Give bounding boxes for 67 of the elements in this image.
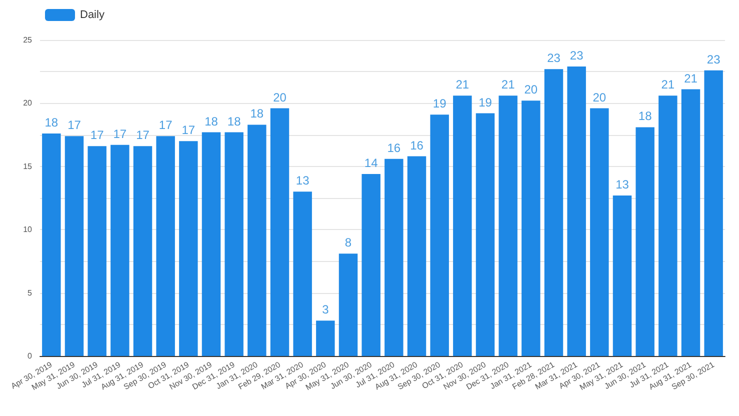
- bar: [202, 132, 221, 356]
- bar: [430, 114, 449, 356]
- data-label: 17: [136, 128, 150, 142]
- bar: [179, 141, 198, 356]
- data-label: 17: [113, 126, 127, 141]
- bar: [544, 69, 564, 356]
- data-label: 13: [296, 174, 310, 188]
- data-label: 17: [158, 118, 173, 132]
- data-label: 14: [364, 156, 378, 170]
- bar: [453, 96, 472, 356]
- bar: [567, 66, 586, 356]
- bar: [658, 96, 678, 356]
- bar: [133, 146, 152, 356]
- data-label: 18: [227, 114, 242, 128]
- y-tick-label: 10: [23, 225, 33, 234]
- data-label: 8: [344, 236, 352, 250]
- bar: [407, 156, 426, 356]
- data-label: 18: [204, 114, 218, 128]
- y-tick-label: 25: [23, 36, 33, 44]
- data-label: 18: [44, 116, 58, 130]
- y-tick-label: 20: [23, 98, 33, 108]
- bar: [88, 146, 106, 356]
- bar: [316, 320, 335, 356]
- bar: [362, 174, 380, 356]
- data-label: 23: [547, 51, 561, 66]
- data-label: 17: [182, 123, 196, 138]
- y-tick-label: 5: [28, 288, 33, 298]
- data-label: 19: [478, 95, 492, 110]
- data-label: 23: [706, 52, 721, 66]
- bar: [498, 96, 518, 356]
- data-label: 19: [432, 96, 447, 111]
- bar: [42, 134, 61, 356]
- bar: [248, 124, 266, 356]
- bar: [270, 108, 290, 356]
- bar: [293, 192, 312, 356]
- bar: [681, 89, 700, 356]
- bar: [110, 144, 130, 356]
- bar: [612, 195, 632, 356]
- legend-label: Daily: [80, 9, 105, 21]
- data-label: 18: [250, 106, 264, 121]
- data-label: 18: [638, 109, 652, 124]
- data-label: 21: [661, 78, 675, 92]
- bar: [476, 113, 495, 356]
- bar: [224, 132, 244, 356]
- bar: [338, 254, 358, 356]
- data-label: 16: [410, 138, 424, 152]
- data-label: 17: [68, 118, 82, 132]
- bar: [64, 136, 84, 356]
- data-label: 21: [684, 71, 698, 86]
- data-label: 20: [273, 90, 287, 104]
- data-label: 13: [616, 177, 630, 192]
- data-label: 20: [592, 90, 606, 104]
- data-label: 17: [90, 128, 104, 142]
- y-tick-label: 15: [23, 162, 33, 171]
- bar: [704, 70, 723, 356]
- data-label: 21: [501, 78, 516, 92]
- data-label: 20: [524, 82, 538, 97]
- bar: [156, 136, 175, 356]
- y-tick-label: 0: [28, 352, 33, 360]
- bar: [384, 158, 404, 356]
- data-label: 23: [570, 48, 584, 63]
- bar: [636, 127, 654, 356]
- data-label: 3: [322, 302, 330, 317]
- bar: [522, 100, 540, 356]
- data-label: 21: [456, 78, 470, 92]
- bar: [590, 108, 609, 356]
- data-label: 16: [387, 140, 401, 155]
